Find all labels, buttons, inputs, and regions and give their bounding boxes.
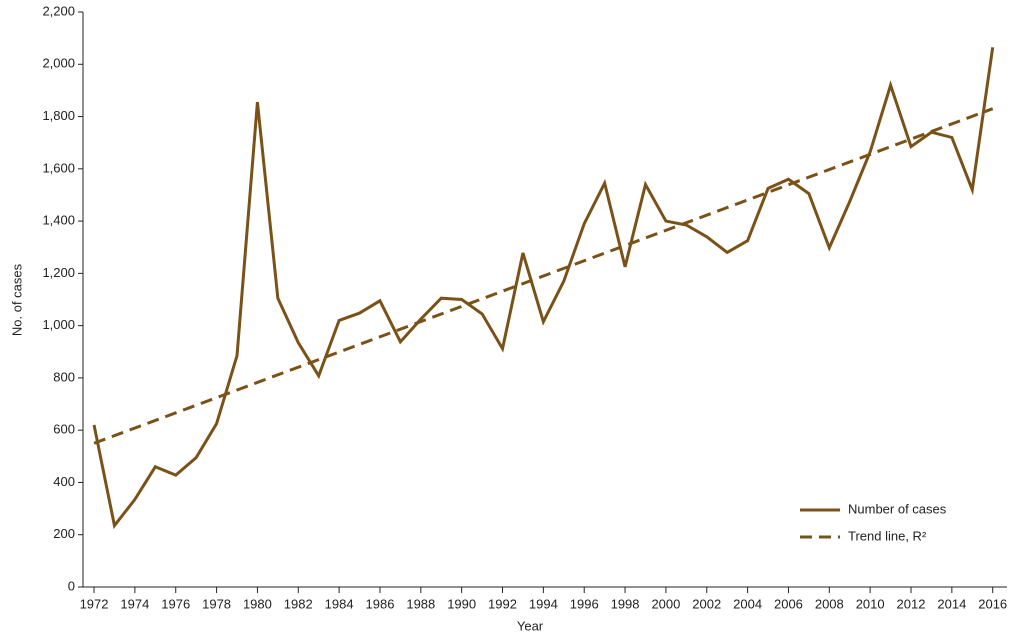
x-tick-label: 1990 (447, 596, 476, 611)
x-tick-label: 1992 (488, 596, 517, 611)
y-axis-label: No. of cases (9, 263, 24, 336)
y-tick-label: 600 (53, 422, 75, 437)
x-axis-label: Year (517, 618, 544, 633)
x-tick-label: 2008 (815, 596, 844, 611)
x-tick-label: 1980 (243, 596, 272, 611)
x-tick-label: 2010 (856, 596, 885, 611)
x-tick-label: 1974 (120, 596, 149, 611)
x-tick-label: 1998 (611, 596, 640, 611)
x-tick-label: 1986 (366, 596, 395, 611)
y-tick-label: 200 (53, 526, 75, 541)
y-tick-label: 1,400 (42, 213, 75, 228)
x-tick-label: 1978 (202, 596, 231, 611)
y-tick-label: 1,600 (42, 160, 75, 175)
x-tick-label: 1984 (325, 596, 354, 611)
y-tick-label: 1,800 (42, 108, 75, 123)
data-line (92, 47, 995, 530)
x-tick-label: 1994 (529, 596, 558, 611)
x-tick-label: 2000 (651, 596, 680, 611)
legend-label: Trend line, R² (848, 528, 927, 543)
trend-line (93, 107, 994, 445)
x-tick-label: 2016 (978, 596, 1007, 611)
x-tick-label: 2002 (692, 596, 721, 611)
y-tick-label: 1,000 (42, 317, 75, 332)
y-tick-label: 400 (53, 474, 75, 489)
legend-label: Number of cases (848, 501, 947, 516)
x-tick-label: 2006 (774, 596, 803, 611)
x-tick-label: 1988 (406, 596, 435, 611)
y-tick-label: 2,200 (42, 3, 75, 18)
x-tick-label: 1976 (161, 596, 190, 611)
x-tick-label: 2004 (733, 596, 762, 611)
y-tick-label: 2,000 (42, 56, 75, 71)
x-tick-label: 2012 (897, 596, 926, 611)
x-tick-label: 1972 (80, 596, 109, 611)
x-tick-label: 2014 (937, 596, 966, 611)
y-tick-label: 0 (68, 578, 75, 593)
x-tick-label: 1996 (570, 596, 599, 611)
x-tick-label: 1982 (284, 596, 313, 611)
y-tick-label: 800 (53, 369, 75, 384)
y-tick-label: 1,200 (42, 265, 75, 280)
